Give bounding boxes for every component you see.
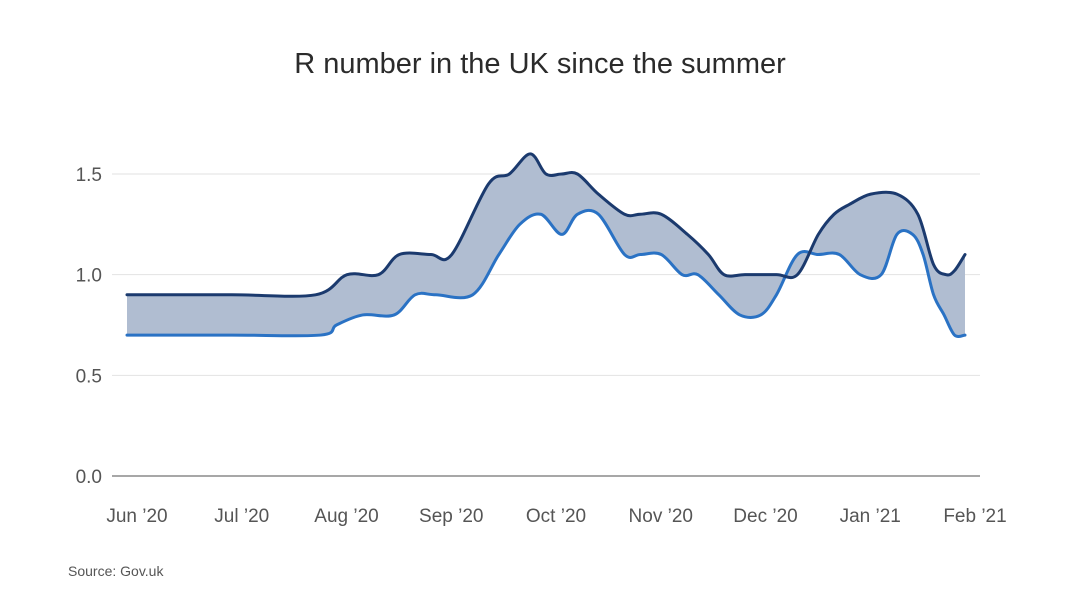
x-axis-ticks: Jun ’20 Jul ’20 Aug ’20 Sep ’20 Oct ’20 Nov ’… [106, 506, 1006, 527]
uncertainty-band [127, 153, 965, 337]
y-tick-label: 1.0 [76, 266, 102, 287]
upper-bound-line [125, 152, 967, 298]
series-lines [125, 152, 967, 339]
y-tick-label: 0.5 [76, 366, 102, 387]
x-tick-label: Jul ’20 [214, 506, 269, 527]
y-tick-label: 1.5 [76, 165, 102, 186]
lower-bound-line [125, 208, 967, 339]
x-tick-label: Oct ’20 [526, 506, 586, 527]
gridlines [112, 173, 980, 477]
chart-title: R number in the UK since the summer [294, 48, 786, 80]
x-tick-label: Dec ’20 [733, 506, 797, 527]
x-tick-label: Nov ’20 [629, 506, 693, 527]
y-axis-ticks: 1.5 1.0 0.5 0.0 [76, 165, 102, 488]
x-tick-label: Sep ’20 [419, 506, 483, 527]
source-note: Source: Gov.uk [68, 563, 164, 579]
y-tick-label: 0.0 [76, 467, 102, 488]
x-tick-label: Feb ’21 [943, 506, 1006, 527]
x-tick-label: Jun ’20 [106, 506, 167, 527]
x-tick-label: Jan ’21 [840, 506, 901, 527]
x-tick-label: Aug ’20 [314, 506, 378, 527]
band-area [127, 153, 965, 337]
